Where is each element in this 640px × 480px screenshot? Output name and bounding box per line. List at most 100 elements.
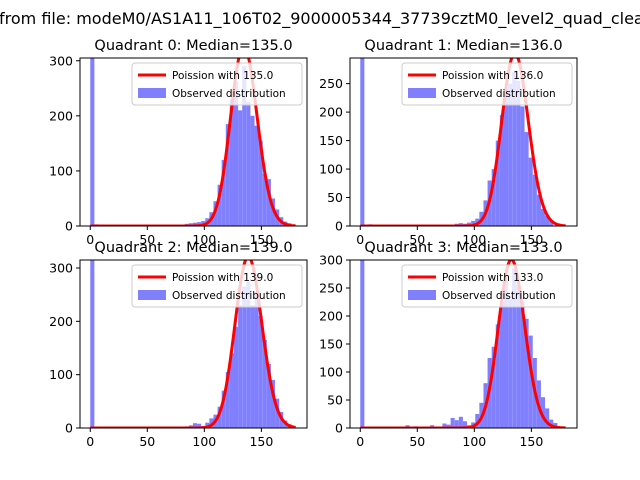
- histogram-bar: [524, 132, 529, 226]
- histogram-bar: [495, 140, 500, 226]
- y-tick-label: 100: [319, 162, 343, 177]
- histogram-bar: [229, 99, 234, 226]
- y-tick-label: 100: [319, 365, 343, 380]
- histogram-bar: [254, 292, 259, 428]
- histogram-bar: [246, 102, 251, 226]
- y-tick-label: 0: [65, 421, 73, 436]
- histogram-bar: [442, 423, 447, 428]
- legend: Poission with 139.0 Observed distribution: [131, 264, 303, 308]
- histogram-bar: [462, 421, 468, 428]
- y-tick-label: 250: [319, 281, 343, 296]
- legend-box: [131, 264, 303, 308]
- axes-frame: [349, 57, 578, 227]
- histogram-bar: [520, 302, 525, 428]
- panel-title: Quadrant 3: Median=133.0: [364, 240, 562, 256]
- figure-suptitle: Plots from file: modeM0/AS1A11_106T02_90…: [0, 9, 640, 29]
- histogram-bar: [516, 80, 521, 226]
- y-tick-label: 250: [319, 76, 343, 91]
- y-tick-label: 300: [49, 53, 73, 68]
- histogram-bar: [528, 335, 533, 428]
- histogram-bar: [528, 157, 533, 226]
- histogram-bar: [471, 220, 476, 226]
- x-tick-label: 100: [192, 434, 216, 449]
- histogram-bar: [229, 353, 234, 428]
- legend-patch-swatch: [408, 88, 436, 98]
- histogram-bar: [495, 324, 500, 428]
- legend-label: Poission with 136.0: [442, 70, 543, 82]
- x-tick-label: 50: [409, 434, 425, 449]
- histogram-bar: [217, 184, 222, 226]
- y-tick-label: 0: [335, 219, 343, 234]
- x-tick-label: 0: [356, 232, 364, 247]
- histogram-bar: [503, 89, 509, 226]
- panel-quadrant-0: 0 50 100 150 0 100 200 300 Quadrant 0: Median=13…: [49, 38, 308, 247]
- histogram-bar: [536, 194, 541, 226]
- y-tick-label: 300: [49, 261, 73, 276]
- legend-box: [401, 62, 573, 106]
- histogram-bar: [270, 198, 276, 226]
- histogram-bar: [221, 159, 226, 226]
- histogram-bar: [258, 316, 263, 428]
- panel-title: Quadrant 1: Median=136.0: [364, 38, 562, 54]
- histogram-bar: [90, 260, 95, 428]
- histogram-bar: [197, 222, 202, 226]
- axes-frame: [79, 259, 308, 429]
- histogram-bar: [192, 423, 198, 428]
- legend-patch-swatch: [138, 88, 166, 98]
- x-tick-label: 150: [249, 434, 273, 449]
- axes-frame: [79, 57, 308, 227]
- histogram-bar: [266, 364, 271, 428]
- y-tick-label: 50: [327, 190, 343, 205]
- histogram-bar: [221, 390, 226, 428]
- histogram-bar: [508, 83, 513, 226]
- histogram-bar: [540, 208, 546, 226]
- x-tick-label: 150: [249, 232, 273, 247]
- legend-label: Observed distribution: [442, 88, 556, 100]
- x-tick-label: 0: [356, 434, 364, 449]
- histogram-bar: [262, 173, 267, 226]
- panel-quadrant-3: 0 50 100 150 0 50 100 150 200 250 300 Quadrant 3: M…: [319, 240, 578, 449]
- y-tick-label: 300: [319, 253, 343, 268]
- histogram-bar: [545, 408, 550, 428]
- histogram-bar: [90, 58, 95, 226]
- histogram-bar: [238, 305, 243, 428]
- legend-box: [401, 264, 573, 308]
- legend-label: Poission with 139.0: [172, 272, 273, 284]
- histogram-bar: [238, 110, 243, 226]
- histogram-bar: [475, 414, 480, 428]
- histogram-bar: [516, 285, 521, 428]
- histogram-bar: [242, 286, 247, 428]
- histogram-bar: [266, 179, 271, 226]
- panel-title: Quadrant 0: Median=135.0: [94, 38, 292, 54]
- legend: Poission with 133.0 Observed distribution: [401, 264, 573, 308]
- x-tick-label: 100: [192, 232, 216, 247]
- y-tick-label: 200: [49, 108, 73, 123]
- histogram-bar: [532, 174, 537, 226]
- legend-box: [131, 62, 303, 106]
- histogram-bar: [450, 417, 455, 428]
- histogram-bar: [246, 281, 251, 428]
- histogram-bar: [262, 340, 267, 428]
- panel-title: Quadrant 2: Median=139.0: [94, 240, 292, 256]
- histogram-bar: [512, 72, 517, 226]
- histogram-bar: [520, 106, 525, 226]
- legend: Poission with 135.0 Observed distribution: [131, 62, 303, 106]
- x-tick-label: 0: [86, 232, 94, 247]
- histogram-bar: [205, 422, 210, 428]
- histogram-bar: [503, 279, 509, 428]
- x-tick-label: 50: [139, 434, 155, 449]
- histogram-bar: [209, 418, 214, 428]
- histogram-bar: [540, 397, 546, 428]
- histogram-bar: [233, 81, 239, 226]
- y-tick-label: 100: [49, 367, 73, 382]
- y-tick-label: 50: [327, 393, 343, 408]
- histogram-bar: [458, 416, 463, 428]
- y-tick-label: 150: [319, 133, 343, 148]
- plot-area: [89, 58, 296, 226]
- histogram-bar: [192, 222, 198, 226]
- histogram-bar: [360, 58, 365, 226]
- histogram-bar: [549, 419, 554, 428]
- histogram-bar: [254, 125, 259, 226]
- histogram-bar: [250, 305, 255, 428]
